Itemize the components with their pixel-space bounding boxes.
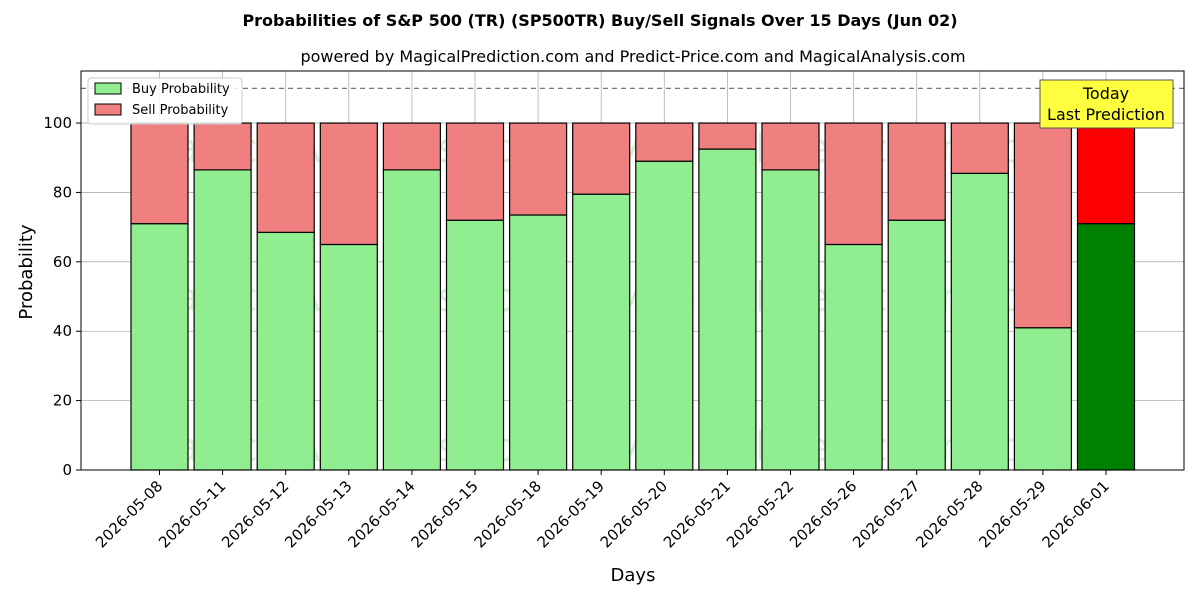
buy-bar [572, 193, 631, 471]
sell-bar [193, 122, 252, 171]
y-axis-ticks: 0 20 40 60 80 100 [43, 114, 81, 479]
sell-bar [319, 122, 378, 246]
x-tick-label: 2026-05-19 [534, 477, 608, 551]
x-tick-label: 2026-05-14 [344, 477, 418, 551]
buy-bar [698, 148, 757, 471]
sell-bar [509, 122, 568, 216]
sell-bar [445, 122, 505, 221]
y-tick-label: 60 [53, 253, 72, 271]
x-tick-label: 2026-05-12 [218, 477, 292, 551]
legend: Buy Probability Sell Probability [87, 77, 243, 125]
sell-bar [887, 122, 946, 221]
x-tick-label: 2026-05-22 [723, 477, 797, 551]
sell-bar [382, 122, 441, 171]
buy-bar [635, 160, 694, 471]
sell-bar [256, 122, 315, 233]
y-tick-label: 0 [62, 461, 72, 479]
x-tick-label: 2026-05-18 [471, 477, 545, 551]
sell-bar [761, 122, 820, 171]
buy-bar [950, 172, 1009, 471]
sell-bar [950, 122, 1009, 174]
x-tick-label: 2026-05-26 [786, 477, 860, 551]
buy-bar [1076, 223, 1136, 471]
buy-bar [130, 223, 189, 471]
x-tick-label: 2026-06-01 [1038, 477, 1112, 551]
buy-bar [193, 169, 252, 471]
sell-bar [635, 122, 694, 162]
sell-bar [572, 122, 631, 195]
buy-bar [256, 231, 315, 471]
buy-bar [319, 243, 378, 471]
sell-bar [824, 122, 883, 246]
annotation-text: Last Prediction [1047, 105, 1165, 124]
chart-title: Probabilities of S&P 500 (TR) (SP500TR) … [242, 11, 957, 30]
legend-swatch-sell [94, 103, 122, 116]
x-axis-ticks: 2026-05-082026-05-112026-05-122026-05-13… [92, 470, 1113, 551]
bars [130, 122, 1136, 471]
y-tick-label: 20 [53, 392, 72, 410]
annotation-box [1039, 79, 1174, 129]
sell-bar [698, 122, 757, 150]
legend-label-sell: Sell Probability [132, 103, 229, 118]
buy-bar [509, 214, 568, 471]
x-tick-label: 2026-05-27 [849, 477, 923, 551]
buy-bar [887, 219, 946, 471]
buy-bar [1013, 327, 1073, 471]
x-axis-label: Days [611, 565, 656, 586]
legend-swatch-buy [94, 82, 122, 95]
legend-box [87, 77, 243, 125]
buy-bar [824, 243, 883, 471]
y-tick-label: 80 [53, 183, 72, 201]
x-tick-label: 2026-05-20 [597, 477, 671, 551]
chart-subtitle: powered by MagicalPrediction.com and Pre… [300, 47, 965, 66]
buy-bar [445, 219, 505, 471]
x-tick-label: 2026-05-13 [281, 477, 355, 551]
buy-bar [382, 169, 441, 471]
x-tick-label: 2026-05-15 [407, 477, 481, 551]
today-annotation: Today Last Prediction [1039, 79, 1174, 129]
legend-label-buy: Buy Probability [132, 82, 230, 97]
y-tick-label: 100 [43, 114, 72, 132]
y-axis-label: Probability [16, 224, 37, 319]
sell-bar [1013, 122, 1073, 329]
sell-bar [1076, 122, 1136, 225]
x-tick-label: 2026-05-08 [92, 477, 166, 551]
buy-bar [761, 169, 820, 471]
annotation-text: Today [1082, 84, 1129, 103]
sell-bar [130, 122, 189, 225]
y-tick-label: 40 [53, 322, 72, 340]
x-tick-label: 2026-05-29 [975, 477, 1049, 551]
plot-frame [80, 70, 1185, 471]
x-tick-label: 2026-05-11 [155, 477, 229, 551]
x-tick-label: 2026-05-28 [912, 477, 986, 551]
x-tick-label: 2026-05-21 [660, 477, 734, 551]
